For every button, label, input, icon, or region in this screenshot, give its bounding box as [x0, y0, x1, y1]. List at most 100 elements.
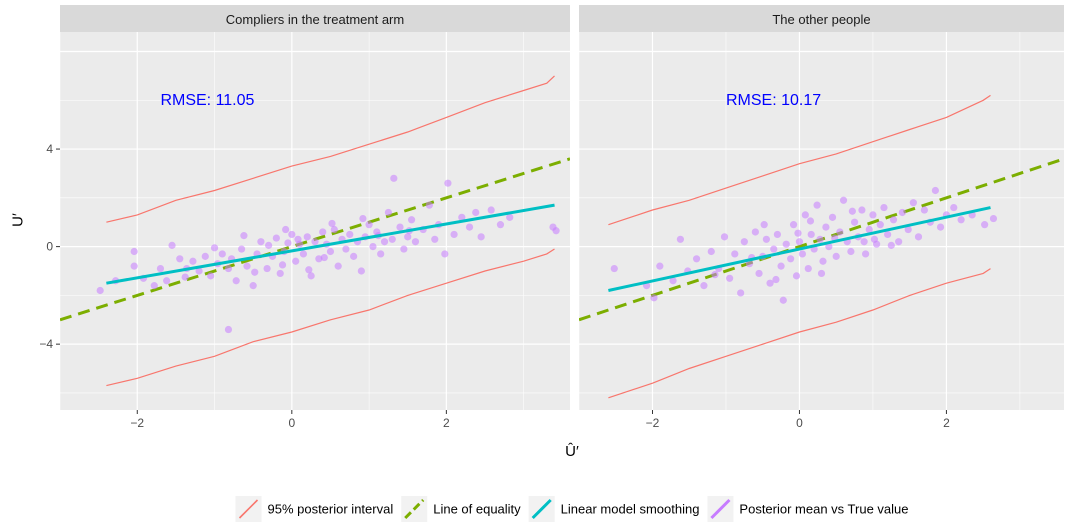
data-point	[858, 206, 866, 214]
data-point	[887, 241, 895, 249]
data-point	[813, 201, 821, 209]
data-point	[950, 203, 958, 212]
data-point	[762, 235, 770, 243]
gridlines	[578, 32, 1064, 410]
data-point	[777, 262, 785, 270]
plot-background	[579, 32, 1064, 410]
panel-strip	[579, 5, 1064, 32]
data-point	[359, 214, 367, 223]
data-point	[656, 262, 664, 270]
legend-key-interval	[238, 499, 259, 519]
data-point	[904, 225, 912, 234]
data-point	[342, 245, 350, 253]
data-point	[156, 264, 165, 273]
x-tick-label: −2	[646, 416, 660, 430]
data-point	[817, 269, 826, 278]
upper-interval-line	[106, 75, 555, 223]
data-point	[207, 272, 215, 280]
data-point	[909, 199, 917, 207]
lm-smoothing-line	[608, 206, 991, 292]
data-point	[772, 275, 780, 284]
data-point	[766, 279, 774, 287]
data-point	[396, 223, 404, 231]
data-point	[441, 250, 449, 258]
data-point	[240, 232, 248, 240]
y-tick-label: 4	[46, 142, 53, 156]
data-point	[760, 221, 768, 229]
data-point	[720, 233, 729, 241]
data-point	[465, 223, 474, 231]
data-point	[804, 264, 812, 273]
data-point	[789, 221, 798, 229]
rmse-annotation: RMSE: 10.17	[726, 92, 821, 109]
data-point	[870, 235, 879, 243]
data-point	[865, 225, 873, 234]
data-point	[210, 244, 219, 252]
data-point	[981, 221, 989, 229]
data-point	[425, 201, 433, 209]
y-tick-label: −4	[39, 337, 53, 351]
data-point	[914, 233, 923, 241]
data-point	[787, 255, 795, 263]
data-point	[404, 233, 412, 241]
data-point	[931, 186, 940, 195]
data-point	[737, 289, 745, 297]
data-point	[676, 235, 685, 243]
data-point	[847, 247, 855, 256]
legend-key-equality	[404, 498, 425, 520]
data-point	[650, 294, 658, 302]
data-point	[278, 261, 287, 269]
data-point	[315, 255, 323, 263]
x-axis-ticks: −2 0 2	[646, 410, 950, 430]
data-point	[311, 238, 319, 246]
data-point	[284, 239, 292, 247]
data-point	[801, 211, 809, 219]
data-point	[822, 223, 830, 231]
data-point	[751, 228, 759, 236]
data-point	[816, 235, 824, 243]
data-point	[472, 208, 480, 217]
data-point	[265, 241, 273, 249]
scatter-points	[610, 186, 998, 304]
data-point	[957, 216, 965, 224]
data-point	[496, 221, 505, 229]
data-point	[411, 238, 420, 246]
legend-item-lm: Linear model smoothing	[528, 496, 699, 522]
data-point	[444, 179, 452, 187]
legend-label: 95% posterior interval	[267, 502, 393, 517]
data-point	[506, 213, 514, 221]
rmse-annotation: RMSE: 11.05	[160, 92, 254, 109]
data-point	[832, 252, 840, 260]
y-tick-label: 0	[46, 240, 53, 254]
data-point	[168, 241, 176, 249]
data-point	[825, 243, 833, 251]
data-point	[384, 208, 393, 217]
data-point	[792, 272, 801, 280]
data-point	[889, 216, 898, 224]
data-point	[731, 250, 739, 258]
legend-label: Line of equality	[433, 502, 521, 517]
data-point	[257, 238, 265, 246]
data-point	[770, 245, 778, 253]
data-point	[282, 225, 290, 234]
data-point	[700, 282, 708, 290]
data-point	[232, 277, 240, 285]
data-point	[920, 206, 928, 214]
y-axis-ticks: −4 0 4	[39, 142, 60, 351]
data-point	[884, 230, 892, 239]
data-point	[458, 213, 466, 221]
lm-smoothing-line	[106, 203, 555, 285]
data-point	[836, 228, 844, 236]
data-point	[163, 277, 171, 285]
data-point	[839, 196, 848, 204]
x-tick-label: 2	[943, 416, 950, 430]
data-point	[224, 264, 233, 273]
data-point	[150, 282, 158, 290]
x-tick-label: −2	[130, 416, 144, 430]
data-point	[782, 240, 790, 248]
data-point	[299, 250, 308, 258]
data-point	[249, 282, 257, 290]
data-point	[272, 234, 280, 242]
data-point	[201, 252, 209, 260]
